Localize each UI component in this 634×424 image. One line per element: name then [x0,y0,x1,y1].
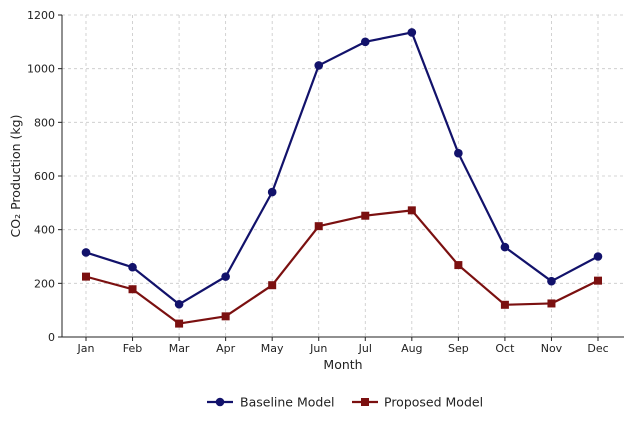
proposed-model-point [454,261,463,270]
proposed-model-point [594,276,602,285]
x-tick-label: Oct [495,342,515,355]
x-tick-label: Jul [358,342,372,355]
proposed-model-point [175,319,184,328]
baseline-model-point [500,242,510,252]
y-tick-label: 1200 [27,9,55,22]
baseline-model-line [85,31,599,306]
baseline-model-point [174,299,184,309]
y-tick-label: 600 [34,170,55,183]
baseline-model-point [267,187,277,197]
proposed-model-point [407,206,416,215]
proposed-model-point [500,300,509,309]
x-axis-label: Month [323,357,362,372]
x-tick-label: Sep [448,342,469,355]
y-tick-label: 400 [34,224,55,237]
baseline-model-point [314,61,324,70]
legend-baseline-model-marker [215,397,225,407]
x-tick-label: Aug [401,342,422,355]
proposed-model-point [82,272,90,281]
baseline-model-point [128,262,137,272]
baseline-model-point [454,148,463,158]
x-tick-label: Nov [541,342,563,355]
baseline-model-point [593,252,603,261]
proposed-model-point [128,285,137,294]
proposed-model-point [361,211,370,220]
proposed-model-line [85,209,599,325]
baseline-model-point [407,28,417,37]
x-tick-label: Apr [216,342,236,355]
legend: Baseline Model Proposed Model [207,395,483,410]
x-tick-label: May [261,342,284,355]
baseline-model-point [221,272,230,281]
baseline-model-point [360,37,370,47]
proposed-model-point [221,312,230,321]
x-tick-label: Dec [587,342,608,355]
y-tick-label: 0 [48,331,55,344]
legend-baseline-model-label: Baseline Model [240,395,335,410]
y-tick-label: 800 [34,116,55,129]
x-tick-label: Jun [309,342,327,355]
legend-proposed-model-marker [361,398,369,406]
y-tick-label: 200 [34,277,55,290]
grid [62,14,624,338]
proposed-model-point [268,281,277,290]
axes: 0 200 400 600 800 1000 1200 Jan Feb Mar Apr May Jun J… [27,9,624,355]
series [81,28,603,328]
proposed-model-point [547,299,556,308]
proposed-model-point [314,222,323,231]
baseline-model-point [81,248,91,257]
x-tick-label: Jan [77,342,95,355]
x-tick-label: Mar [169,342,190,355]
y-axis-label: CO₂ Production (kg) [8,115,23,238]
y-tick-label: 1000 [27,63,55,76]
x-tick-label: Feb [123,342,142,355]
legend-proposed-model-label: Proposed Model [384,395,483,410]
baseline-model-point [547,276,556,286]
